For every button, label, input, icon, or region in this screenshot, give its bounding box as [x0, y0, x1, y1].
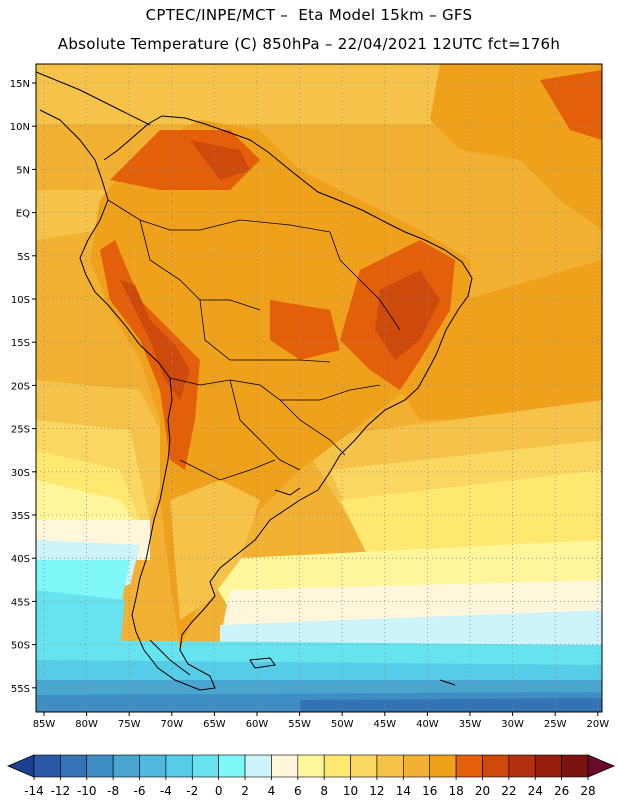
- lat-tick-label: 15S: [11, 338, 30, 349]
- colorbar-segment: [244, 754, 272, 778]
- colorbar-segment: [376, 754, 404, 778]
- colorbar-label: 24: [528, 784, 543, 798]
- country-borders: [107, 199, 401, 481]
- lon-tick-label: 35W: [459, 719, 482, 730]
- lat-tick-label: 30S: [11, 468, 30, 479]
- lon-tick-label: 75W: [118, 719, 141, 730]
- colorbar-segment: [455, 754, 483, 778]
- latitude-axis: 15N 10N 5N EQ 5S 10S 15S 20S 25S 30S 35S 40S 45S 50S 5…: [10, 79, 36, 695]
- colorbar-segment: [561, 754, 589, 778]
- map-frame: [35, 63, 603, 713]
- lon-tick-label: 45W: [373, 719, 396, 730]
- lon-tick-label: 25W: [544, 719, 567, 730]
- colorbar-label: -2: [186, 784, 198, 798]
- colorbar-label: 2: [241, 784, 249, 798]
- lat-tick-label: 50S: [11, 641, 30, 652]
- coastline: [36, 71, 473, 691]
- colorbar-label: 20: [475, 784, 490, 798]
- colorbar-segment: [534, 754, 562, 778]
- colorbar-arrow-high: [587, 754, 616, 778]
- colorbar-segment: [403, 754, 431, 778]
- colorbar-label: 6: [294, 784, 302, 798]
- map-title-line-2: Absolute Temperature (C) 850hPa – 22/04/…: [57, 35, 561, 53]
- lat-tick-label: 10S: [11, 295, 30, 306]
- colorbar-segment: [218, 754, 246, 778]
- colorbar-segment: [350, 754, 378, 778]
- colorbar-label: 0: [215, 784, 223, 798]
- colorbar-label: -4: [160, 784, 172, 798]
- colorbar-segment: [508, 754, 536, 778]
- colorbar-label: 14: [396, 784, 411, 798]
- lon-tick-label: 85W: [33, 719, 56, 730]
- colorbar-segment: [60, 754, 88, 778]
- colorbar-segment: [297, 754, 325, 778]
- lat-tick-label: EQ: [16, 209, 30, 220]
- lat-tick-label: 20S: [11, 381, 30, 392]
- colorbar-segment: [271, 754, 299, 778]
- colorbar-arrow-low: [6, 754, 35, 778]
- colorbar-segment: [482, 754, 510, 778]
- colorbar-label: 28: [580, 784, 595, 798]
- lat-tick-label: 10N: [10, 122, 30, 133]
- map-title-line-1: CPTEC/INPE/MCT – Eta Model 15km – GFS: [145, 6, 473, 24]
- temperature-field: [36, 64, 602, 712]
- lon-tick-label: 20W: [586, 719, 609, 730]
- colorbar-label: -8: [107, 784, 119, 798]
- colorbar-label: -12: [51, 784, 71, 798]
- colorbar-segment: [86, 754, 114, 778]
- lat-tick-label: 5N: [16, 165, 30, 176]
- lon-tick-label: 70W: [160, 719, 183, 730]
- lat-tick-label: 15N: [10, 79, 30, 90]
- colorbar-segment: [429, 754, 457, 778]
- colorbar-segment: [33, 754, 61, 778]
- lat-tick-label: 35S: [11, 511, 30, 522]
- colorbar-label: 8: [320, 784, 328, 798]
- lon-tick-label: 80W: [75, 719, 98, 730]
- colorbar: -14 -12 -10 -8 -6 -4 -2 0 2 4 6 8 10 12 14 16 18 20 22 24 26…: [6, 754, 616, 798]
- lon-tick-label: 40W: [416, 719, 439, 730]
- colorbar-label: 4: [268, 784, 276, 798]
- lon-tick-label: 65W: [203, 719, 226, 730]
- lon-tick-label: 55W: [288, 719, 311, 730]
- colorbar-label: 10: [343, 784, 358, 798]
- colorbar-label: -14: [24, 784, 44, 798]
- colorbar-segment: [112, 754, 140, 778]
- lon-tick-label: 50W: [331, 719, 354, 730]
- lat-tick-label: 25S: [11, 425, 30, 436]
- colorbar-label: 26: [554, 784, 569, 798]
- colorbar-label: 22: [501, 784, 516, 798]
- lat-tick-label: 40S: [11, 554, 30, 565]
- lat-tick-label: 5S: [17, 252, 30, 263]
- colorbar-label: -6: [134, 784, 146, 798]
- longitude-axis: 85W 80W 75W 70W 65W 60W 55W 50W 45W 40W 35W 30W 25W 2…: [33, 712, 609, 730]
- colorbar-label: 16: [422, 784, 437, 798]
- colorbar-segment: [323, 754, 351, 778]
- colorbar-label: 12: [369, 784, 384, 798]
- lon-tick-label: 60W: [246, 719, 269, 730]
- lat-tick-label: 45S: [11, 597, 30, 608]
- colorbar-segment: [165, 754, 193, 778]
- lon-tick-label: 30W: [501, 719, 524, 730]
- lat-tick-label: 55S: [11, 684, 30, 695]
- colorbar-segment: [191, 754, 219, 778]
- graticule: [36, 64, 602, 712]
- colorbar-segment: [139, 754, 167, 778]
- colorbar-label: 18: [448, 784, 463, 798]
- colorbar-label: -10: [77, 784, 97, 798]
